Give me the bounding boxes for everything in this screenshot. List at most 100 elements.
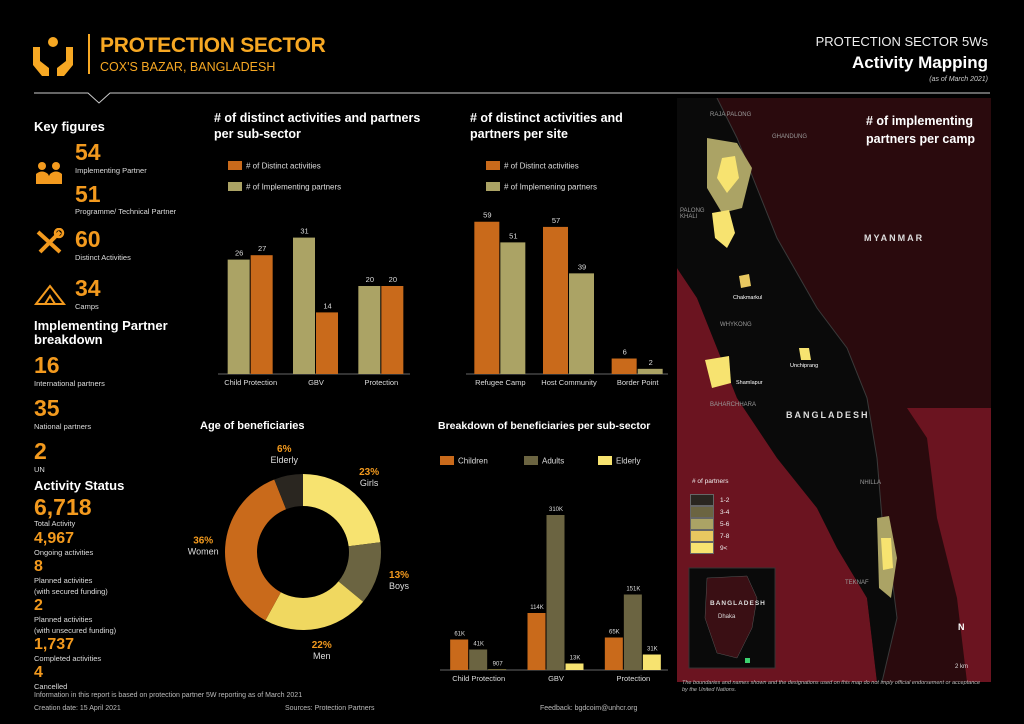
planned-secured-label: Planned activities bbox=[34, 576, 93, 585]
footer-feedback[interactable]: Feedback: bgdcoim@unhcr.org bbox=[540, 705, 638, 712]
chart2-title: # of distinct activities and bbox=[470, 111, 623, 125]
partner-breakdown-title-2: breakdown bbox=[34, 332, 103, 347]
technical-partner-label: Programme/ Technical Partner bbox=[75, 207, 177, 216]
chart4-legend-2: Adults bbox=[524, 452, 564, 470]
partner-breakdown-title: Implementing Partner bbox=[34, 318, 168, 333]
bar-children bbox=[450, 639, 469, 670]
bar-elderly bbox=[642, 654, 661, 670]
footer-sources: Sources: Protection Partners bbox=[285, 705, 375, 712]
bar--of-distinct-activities bbox=[611, 358, 637, 374]
map-label-shamlapur: Shamlapur bbox=[736, 380, 763, 386]
chart2-legend-2: # of Implemening partners bbox=[486, 178, 597, 196]
map-title: # of implementing bbox=[866, 114, 973, 128]
bar-children bbox=[604, 637, 623, 670]
map-scale: 2 km bbox=[955, 664, 969, 670]
bar-value-label: 2 bbox=[649, 358, 653, 367]
donut-pct-label: 22% bbox=[312, 640, 332, 651]
bar-adults bbox=[623, 594, 642, 670]
map-label-palong-khali: PALONG KHALI bbox=[680, 208, 705, 220]
technical-partner-value: 51 bbox=[75, 181, 101, 207]
map-legend-label: 3-4 bbox=[720, 508, 730, 516]
category-label: Protection bbox=[364, 378, 398, 387]
donut-slice-women bbox=[225, 479, 287, 621]
bar-value-label: 13K bbox=[570, 656, 581, 662]
bar-adults bbox=[469, 649, 488, 670]
chart4-legend-3: Elderly bbox=[598, 452, 640, 470]
map-label-myanmar: MYANMAR bbox=[864, 233, 925, 243]
completed-value: 1,737 bbox=[34, 636, 75, 653]
bar--of-implemening-partners bbox=[637, 368, 663, 374]
donut-name-label: Men bbox=[313, 651, 331, 661]
national-partners-value: 35 bbox=[34, 395, 60, 421]
map-legend-item: 1-2 bbox=[690, 494, 729, 506]
chart1-title: # of distinct activities and partners bbox=[214, 111, 421, 125]
chart2-legend-1: # of Distinct activities bbox=[486, 157, 579, 175]
map-label-whykong: WHYKONG bbox=[720, 322, 752, 328]
map-disclaimer: The boundaries and names shown and the d… bbox=[682, 680, 981, 694]
map-inset-city: Dhaka bbox=[718, 614, 736, 620]
distinct-activities-label: Distinct Activities bbox=[75, 253, 131, 262]
map-legend-swatch bbox=[690, 506, 714, 518]
bar-value-label: 59 bbox=[483, 211, 491, 220]
map-inset-country: BANGLADESH bbox=[710, 600, 766, 607]
bar-value-label: 65K bbox=[609, 630, 620, 636]
map-panel bbox=[677, 98, 991, 682]
un-partners-label: UN bbox=[34, 465, 45, 474]
bar--of-distinct-activities bbox=[381, 286, 404, 374]
bar--of-implemening-partners bbox=[500, 242, 526, 374]
bar--of-distinct-activities bbox=[474, 221, 500, 374]
distinct-activities-value: 60 bbox=[75, 226, 101, 252]
ongoing-value: 4,967 bbox=[34, 530, 75, 547]
protection-logo-icon bbox=[33, 37, 73, 76]
bar-value-label: 310K bbox=[549, 507, 563, 513]
camps-value: 34 bbox=[75, 275, 101, 301]
map-label-unchiprang: Unchiprang bbox=[790, 363, 819, 369]
brand-subtitle: COX'S BAZAR, BANGLADESH bbox=[100, 60, 276, 74]
key-figures-title: Key figures bbox=[34, 119, 105, 134]
ongoing-label: Ongoing activities bbox=[34, 548, 94, 557]
donut-name-label: Boys bbox=[389, 581, 410, 591]
bar-value-label: 31 bbox=[300, 227, 308, 236]
people-icon bbox=[36, 162, 62, 184]
map-title-2: partners per camp bbox=[866, 132, 976, 146]
cancelled-label: Cancelled bbox=[34, 682, 68, 691]
international-partners-label: International partners bbox=[34, 379, 105, 388]
international-partners-value: 16 bbox=[34, 352, 60, 378]
map-label-nhilla: NHILLA bbox=[860, 480, 882, 486]
map-legend-label: 9< bbox=[720, 544, 728, 552]
planned-unsecured-label-2: (with unsecured funding) bbox=[34, 626, 117, 635]
chart1-legend-1: # of Distinct activities bbox=[228, 157, 321, 175]
category-label: Host Community bbox=[541, 378, 597, 387]
category-label: Refugee Camp bbox=[475, 378, 525, 387]
bar-value-label: 151K bbox=[626, 587, 640, 593]
bar-value-label: 51 bbox=[509, 231, 517, 240]
donut-name-label: Girls bbox=[360, 478, 379, 488]
map-legend-swatch bbox=[690, 542, 714, 554]
bar-children bbox=[527, 613, 546, 670]
tools-icon bbox=[36, 228, 65, 254]
planned-unsecured-value: 2 bbox=[34, 597, 43, 614]
donut-pct-label: 23% bbox=[359, 467, 379, 478]
planned-secured-value: 8 bbox=[34, 558, 43, 575]
header-divider bbox=[88, 34, 90, 74]
camp-tent-icon bbox=[34, 284, 66, 305]
bar--of-implementing-partners bbox=[358, 286, 381, 374]
total-activity-value: 6,718 bbox=[34, 494, 92, 520]
bar--of-implementing-partners bbox=[293, 237, 315, 374]
donut-name-label: Women bbox=[188, 547, 219, 557]
category-label: Border Point bbox=[617, 378, 660, 387]
map-label-bangladesh: BANGLADESH bbox=[786, 410, 870, 420]
donut-name-label: Elderly bbox=[271, 455, 299, 465]
donut-pct-label: 13% bbox=[389, 570, 409, 581]
donut-pct-label: 6% bbox=[277, 444, 292, 455]
map-legend-swatch bbox=[690, 518, 714, 530]
category-label: GBV bbox=[548, 674, 564, 683]
map-legend-item: 7-8 bbox=[690, 530, 729, 542]
bar-value-label: 39 bbox=[578, 262, 586, 271]
chart1-svg: 26 27 Child Protection 31 14 GBV 20 20 Protectio… bbox=[218, 227, 410, 387]
bar-value-label: 907 bbox=[493, 662, 504, 668]
bar-value-label: 61K bbox=[454, 632, 465, 638]
completed-label: Completed activities bbox=[34, 654, 102, 663]
map-label-teknaf: TEKNAF bbox=[845, 580, 869, 586]
map-label-ghandung: GHANDUNG bbox=[772, 134, 808, 140]
